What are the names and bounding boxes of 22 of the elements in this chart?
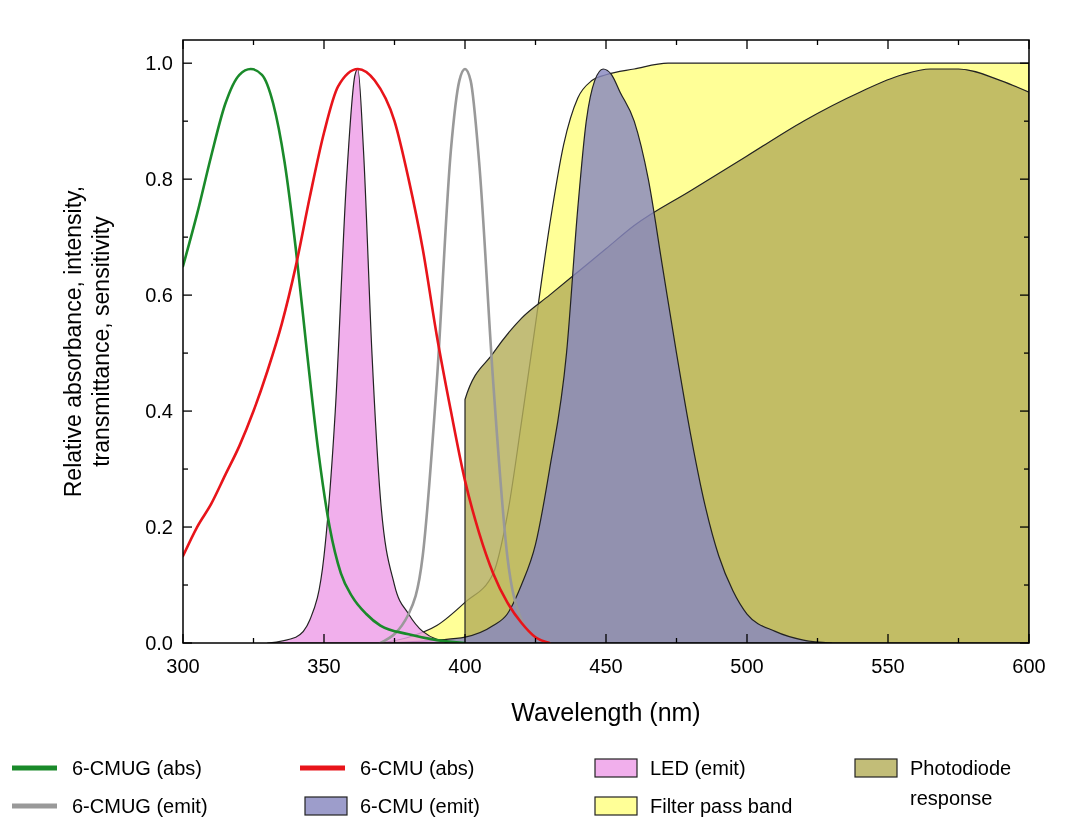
x-tick-label: 400	[448, 655, 482, 677]
y-tick-label: 0.8	[145, 168, 173, 191]
legend-label: 6-CMUG (abs)	[72, 757, 203, 779]
legend-label: 6-CMU (emit)	[360, 795, 480, 817]
legend-label: Photodiode response	[910, 757, 1012, 809]
x-axis-title: Wavelength (nm)	[511, 698, 701, 726]
legend-label: 6-CMU (abs)	[360, 757, 475, 779]
y-tick-label: 0.2	[145, 516, 173, 539]
y-tick-label: 0.0	[145, 632, 173, 654]
legend-label: 6-CMUG (emit)	[72, 795, 208, 817]
y-tick-label: 0.4	[145, 400, 173, 423]
x-tick-label: 600	[1012, 655, 1046, 677]
y-axis-title: Relative absorbance, intensity, transmittance, sensitivity	[60, 185, 114, 498]
legend-label: Filter pass band	[650, 795, 793, 817]
x-tick-label: 350	[307, 655, 341, 677]
x-tick-label: 500	[730, 655, 764, 677]
y-tick-label: 0.6	[145, 284, 173, 307]
y-tick-label: 1.0	[145, 52, 173, 75]
legend-label: LED (emit)	[650, 757, 746, 779]
x-tick-label: 550	[871, 655, 905, 677]
x-tick-label: 300	[166, 655, 200, 677]
x-tick-label: 450	[589, 655, 623, 677]
